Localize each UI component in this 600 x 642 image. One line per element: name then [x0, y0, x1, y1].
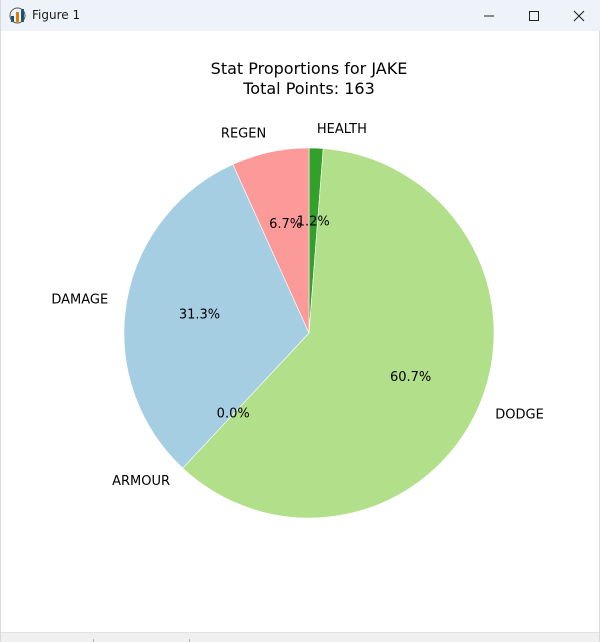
toolbar-separator: [189, 639, 190, 642]
close-icon: [573, 10, 585, 21]
slice-label-regen: REGEN: [221, 127, 266, 142]
figure-canvas: Stat Proportions for JAKE Total Points: …: [1, 31, 599, 632]
chart-subtitle: Total Points: 163: [242, 79, 375, 98]
pie-slice-damage: [123, 163, 310, 469]
toolbar-separator: [93, 639, 94, 642]
maximize-button[interactable]: [511, 0, 557, 31]
slice-label-damage: DAMAGE: [51, 292, 108, 307]
title-bar[interactable]: Figure 1: [1, 0, 600, 31]
pie-slice-dodge: [182, 148, 495, 519]
slice-percent-regen: 6.7%: [269, 217, 302, 232]
chart-title: Stat Proportions for JAKE: [211, 59, 408, 78]
figure-toolbar: [1, 632, 599, 642]
window-title: Figure 1: [32, 8, 81, 22]
slice-percent-dodge: 60.7%: [390, 370, 431, 385]
close-button[interactable]: [556, 0, 600, 31]
slice-label-armour: ARMOUR: [112, 474, 170, 489]
slice-label-health: HEALTH: [317, 122, 367, 137]
slice-label-dodge: DODGE: [495, 407, 544, 422]
slice-percent-damage: 31.3%: [179, 307, 220, 322]
pie-chart: Stat Proportions for JAKE Total Points: …: [51, 59, 544, 519]
minimize-icon: [484, 15, 494, 16]
pie-labels: HEALTH 1.2% DODGE 60.7% ARMOUR 0.0% DAMAGE 31.3…: [51, 122, 543, 489]
minimize-button[interactable]: [466, 0, 512, 31]
matplotlib-figure-icon: [9, 7, 26, 24]
pie-slice-regen: [232, 147, 310, 334]
slice-percent-health: 1.2%: [297, 215, 330, 230]
pie-slices: [123, 147, 495, 519]
maximize-icon: [529, 10, 539, 21]
slice-percent-armour: 0.0%: [217, 407, 250, 422]
